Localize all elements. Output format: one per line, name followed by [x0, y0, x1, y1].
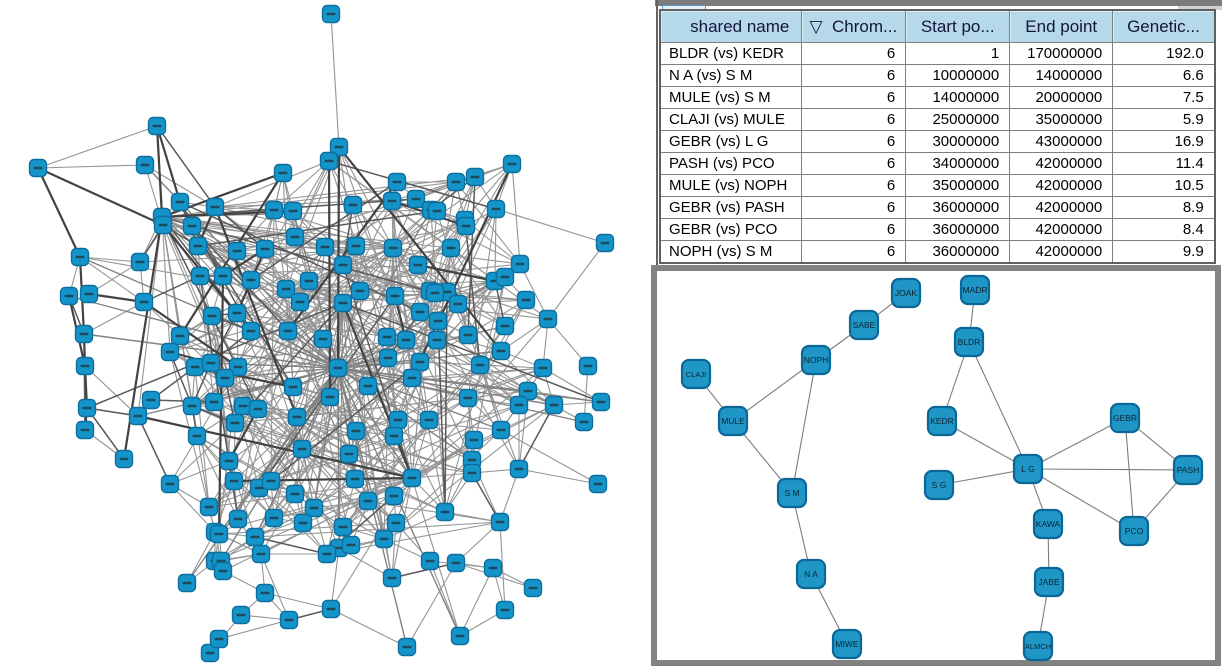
svg-text:S G: S G: [932, 480, 947, 490]
svg-text:S M: S M: [784, 488, 799, 498]
svg-text:GEBR: GEBR: [1113, 413, 1137, 423]
svg-text:MADR: MADR: [962, 285, 987, 295]
svg-text:JOAK: JOAK: [895, 288, 918, 298]
svg-text:NOPH: NOPH: [804, 355, 829, 365]
svg-text:MULE: MULE: [721, 416, 745, 426]
svg-text:KEDR: KEDR: [930, 416, 954, 426]
svg-text:N A: N A: [804, 569, 818, 579]
svg-text:PASH: PASH: [1177, 465, 1200, 475]
svg-text:CLAJI: CLAJI: [686, 370, 706, 379]
svg-text:L G: L G: [1021, 464, 1034, 474]
svg-text:KAWA: KAWA: [1036, 519, 1061, 529]
svg-text:SABE: SABE: [853, 320, 876, 330]
svg-text:JABE: JABE: [1038, 577, 1060, 587]
svg-text:MIWE: MIWE: [835, 639, 858, 649]
svg-text:BLDR: BLDR: [958, 337, 981, 347]
svg-text:ALMCH: ALMCH: [1025, 642, 1051, 651]
svg-text:PCO: PCO: [1125, 526, 1144, 536]
